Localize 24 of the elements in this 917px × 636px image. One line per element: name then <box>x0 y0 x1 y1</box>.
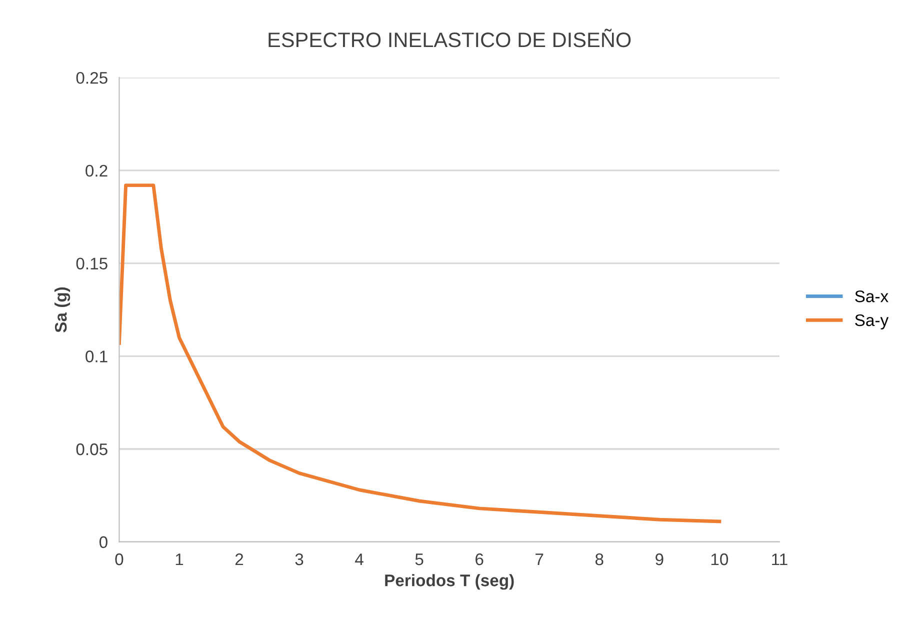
y-tick-label: 0.2 <box>86 164 108 177</box>
x-tick-label: 7 <box>536 554 544 566</box>
y-tick-label: 0.25 <box>76 72 108 84</box>
x-tick-label: 3 <box>295 553 304 566</box>
x-tick-label: 1 <box>176 554 184 566</box>
chart-title: ESPECTRO INELASTICO DE DISEÑO <box>268 28 631 48</box>
legend-label: Sa-x <box>855 290 888 302</box>
legend-label: Sa-y <box>855 314 889 330</box>
y-axis-title: Sa (g) <box>54 287 70 332</box>
x-tick-label: 8 <box>595 553 604 566</box>
line-series <box>119 184 722 524</box>
x-tick-label: 0 <box>115 553 124 566</box>
x-tick-label: 10 <box>711 553 728 566</box>
x-tick-label: 4 <box>355 554 364 566</box>
x-tick-label: 2 <box>235 553 244 566</box>
y-tick-label: 0.1 <box>86 350 108 362</box>
y-tick-label: 0.15 <box>76 258 108 270</box>
x-tick-label: 9 <box>656 553 664 566</box>
y-tick-label: 0.05 <box>76 443 108 456</box>
x-tick-label: 11 <box>772 554 788 566</box>
x-tick-label: 5 <box>415 554 424 566</box>
x-axis-title: Periodos T (seg) <box>385 574 514 590</box>
y-tick-label: 0 <box>99 536 108 548</box>
x-tick-label: 6 <box>476 553 484 566</box>
